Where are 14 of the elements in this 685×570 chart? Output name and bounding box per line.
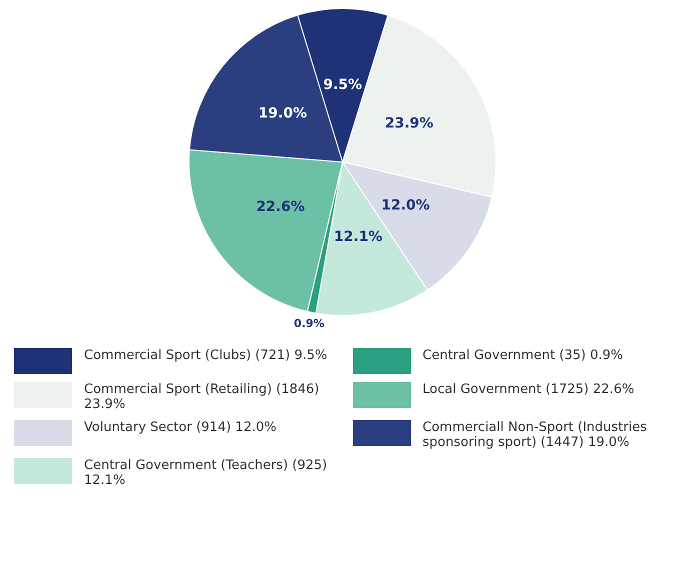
data-label: 0.9% bbox=[294, 316, 324, 330]
legend-label: Commercial Sport (Retailing) (1846) 23.9% bbox=[84, 382, 320, 412]
legend-label: Central Government (35) 0.9% bbox=[422, 348, 624, 363]
legend-label: Commerciall Non-Sport (Industries sponsoring sport) (1447) 19.0% bbox=[422, 420, 648, 450]
data-label: 22.6% bbox=[256, 198, 305, 215]
data-label: 12.0% bbox=[381, 197, 430, 214]
data-label: 23.9% bbox=[384, 116, 434, 132]
legend-label: Central Government (Teachers) (925) 12.1% bbox=[84, 458, 328, 488]
legend-label: Commercial Sport (Clubs) (721) 9.5% bbox=[84, 348, 328, 363]
data-label: 12.1% bbox=[334, 228, 382, 245]
data-label: 9.5% bbox=[323, 76, 362, 93]
legend-label: Local Government (1725) 22.6% bbox=[422, 382, 634, 397]
data-label: 19.0% bbox=[258, 106, 307, 122]
legend-label: Voluntary Sector (914) 12.0% bbox=[84, 420, 276, 435]
